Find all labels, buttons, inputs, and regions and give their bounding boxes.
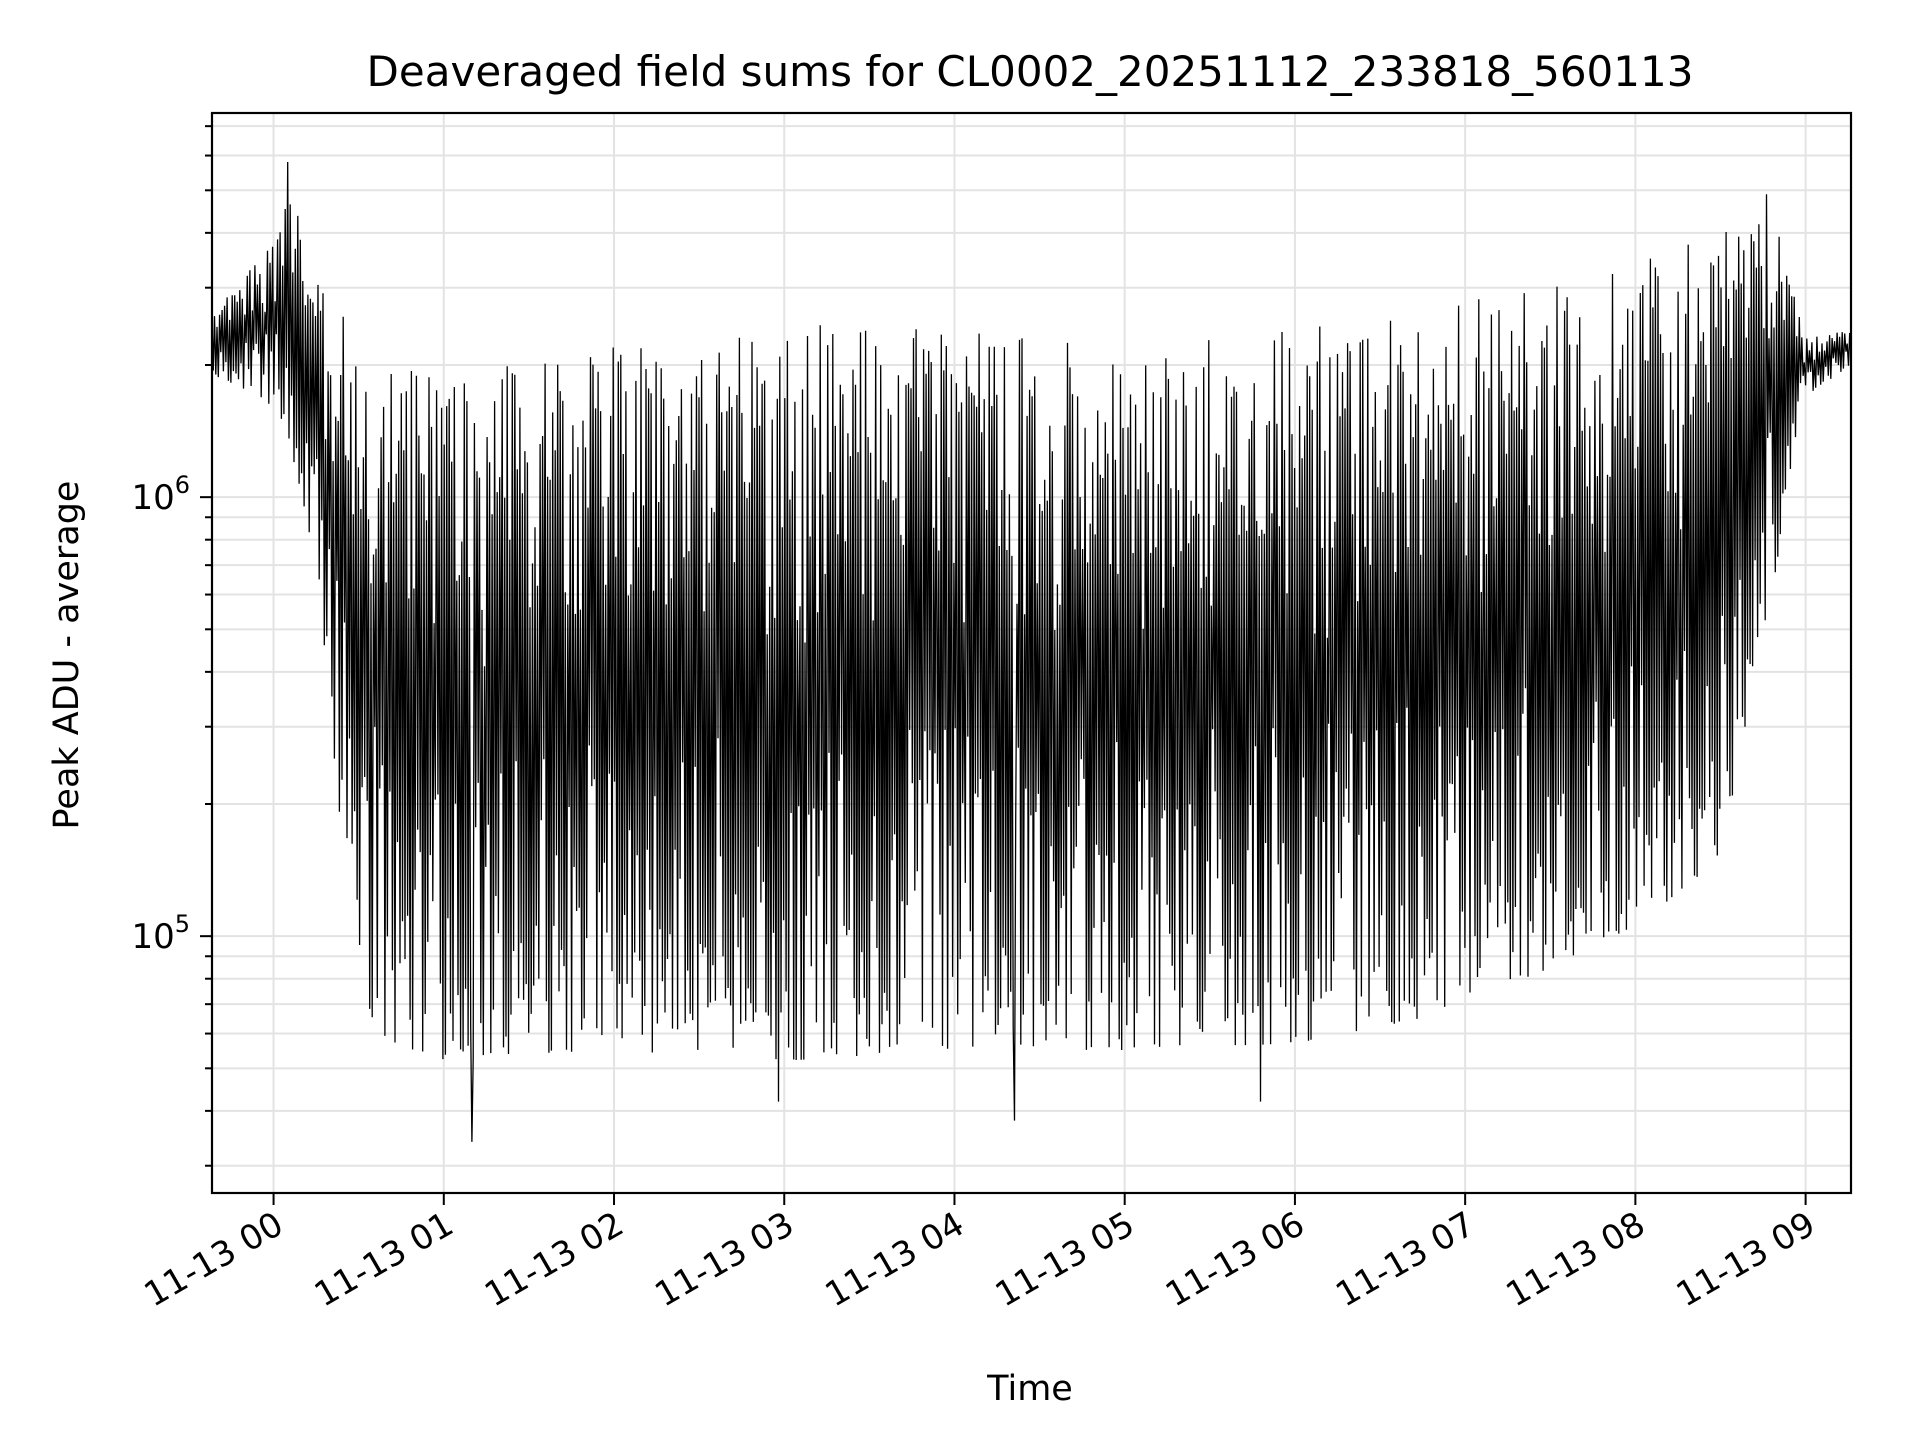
y-axis-label: Peak ADU - average: [47, 481, 87, 830]
y-tick-label: 106: [131, 471, 190, 518]
x-axis-label: Time: [986, 1369, 1073, 1409]
data-area: [212, 161, 1851, 1142]
chart-title: Deaveraged field sums for CL0002_2025111…: [367, 47, 1694, 96]
plot-frame: [210, 111, 1853, 1195]
series-line: [212, 161, 1851, 1142]
y-tick-label: 105: [131, 910, 190, 957]
